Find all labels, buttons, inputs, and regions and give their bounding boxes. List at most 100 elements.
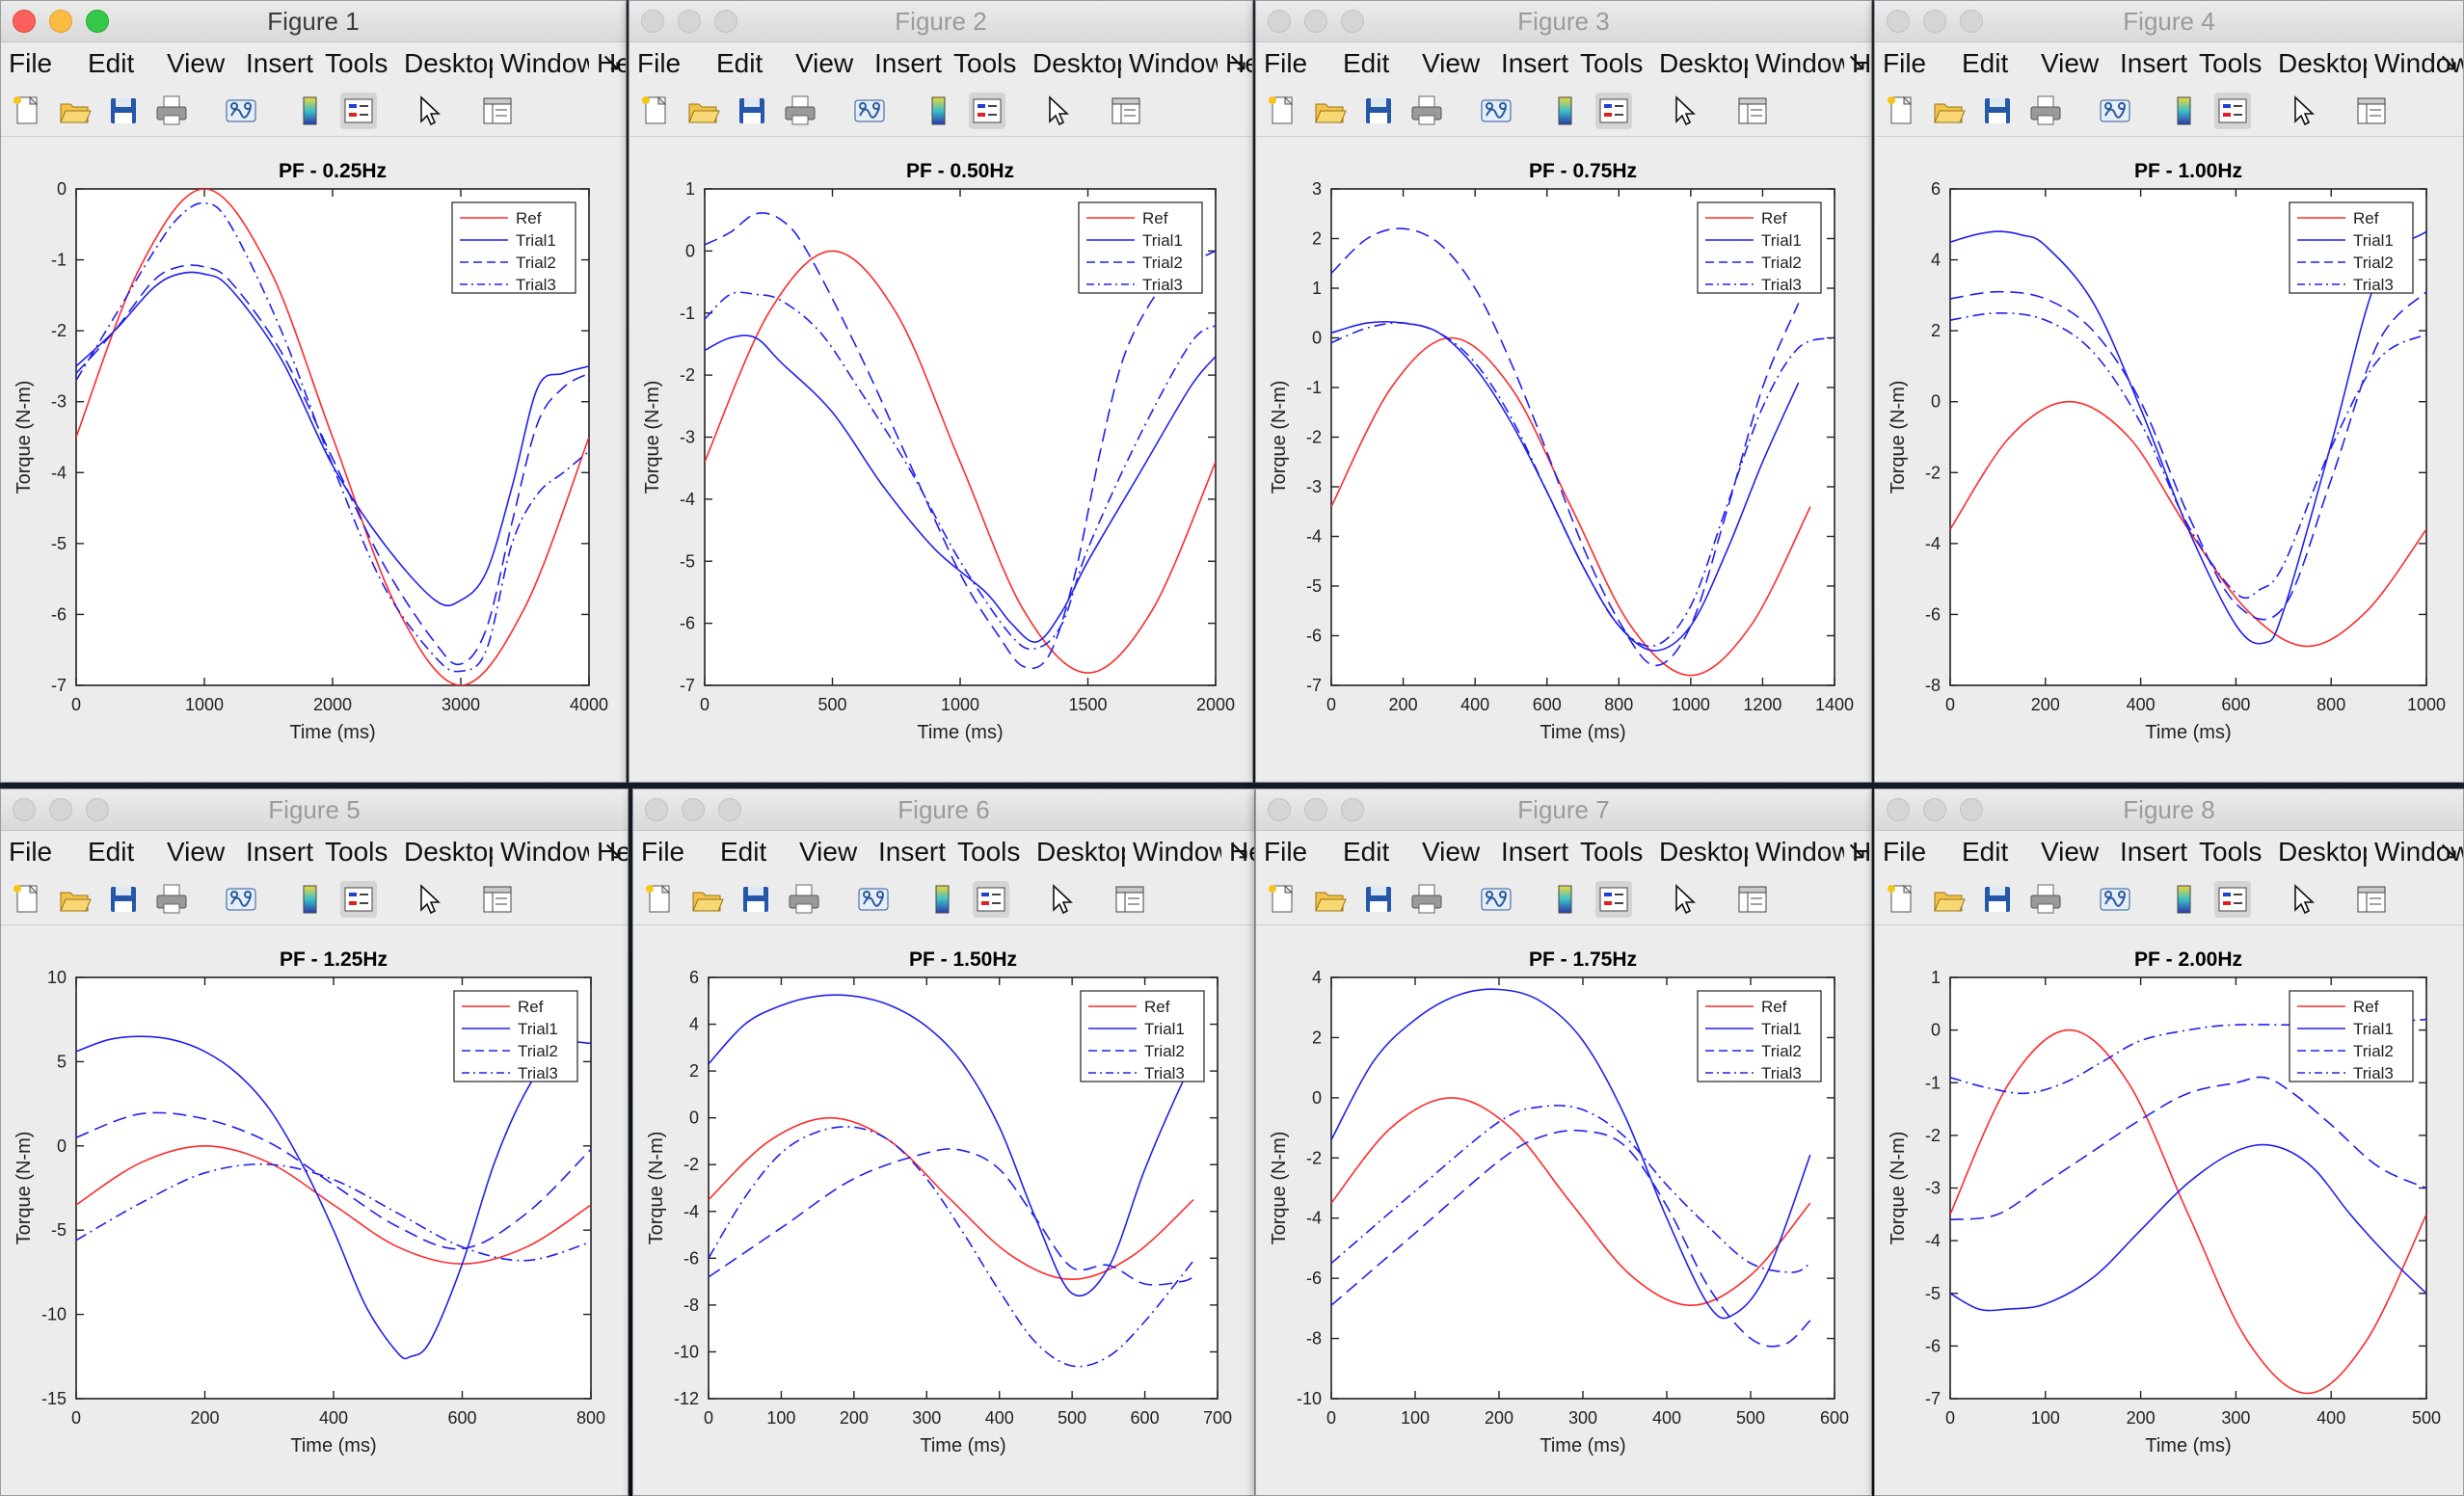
- menu-edit[interactable]: Edit: [716, 48, 763, 78]
- menu-help[interactable]: Help: [1852, 837, 1871, 867]
- menu-tools[interactable]: Tools: [1580, 48, 1644, 78]
- new-figure-icon[interactable]: [637, 93, 674, 129]
- menu-insert[interactable]: Insert: [878, 837, 947, 867]
- menu-edit[interactable]: Edit: [88, 48, 135, 78]
- property-inspector-icon[interactable]: [2353, 93, 2390, 129]
- menu-overflow-icon[interactable]: ↘: [1846, 836, 1867, 865]
- menu-insert[interactable]: Insert: [246, 837, 314, 867]
- open-file-icon[interactable]: [1931, 93, 1968, 129]
- save-icon[interactable]: [737, 881, 774, 918]
- link-plot-icon[interactable]: [855, 881, 892, 918]
- insert-colorbar-icon[interactable]: [924, 881, 961, 918]
- maximize-window-button[interactable]: [86, 798, 109, 821]
- link-plot-icon[interactable]: [2097, 93, 2133, 129]
- menu-edit[interactable]: Edit: [1962, 48, 2009, 78]
- maximize-window-button[interactable]: [714, 10, 737, 33]
- menu-tools[interactable]: Tools: [957, 837, 1021, 867]
- property-inspector-icon[interactable]: [479, 93, 516, 129]
- menu-window[interactable]: Window: [500, 837, 589, 867]
- menu-overflow-icon[interactable]: ↘: [2438, 836, 2459, 865]
- menu-overflow-icon[interactable]: ↘: [603, 836, 624, 865]
- menu-file[interactable]: File: [9, 837, 53, 867]
- open-file-icon[interactable]: [1312, 93, 1349, 129]
- menu-insert[interactable]: Insert: [1501, 837, 1569, 867]
- menu-edit[interactable]: Edit: [1343, 48, 1390, 78]
- property-inspector-icon[interactable]: [2353, 881, 2390, 918]
- menu-file[interactable]: File: [1264, 48, 1308, 78]
- title-bar[interactable]: Figure 3: [1256, 1, 1871, 42]
- menu-insert[interactable]: Insert: [1501, 48, 1569, 78]
- menu-insert[interactable]: Insert: [2120, 837, 2188, 867]
- menu-tools[interactable]: Tools: [953, 48, 1017, 78]
- insert-legend-icon[interactable]: [340, 881, 377, 918]
- maximize-window-button[interactable]: [1960, 10, 1983, 33]
- menu-edit[interactable]: Edit: [88, 837, 135, 867]
- print-icon[interactable]: [153, 881, 190, 918]
- close-window-button[interactable]: [1887, 798, 1910, 821]
- close-window-button[interactable]: [1268, 798, 1291, 821]
- menu-window[interactable]: Window: [2374, 48, 2463, 78]
- open-file-icon[interactable]: [685, 93, 722, 129]
- link-plot-icon[interactable]: [223, 881, 259, 918]
- menu-window[interactable]: Window: [1755, 48, 1844, 78]
- close-window-button[interactable]: [641, 10, 664, 33]
- insert-colorbar-icon[interactable]: [2166, 93, 2203, 129]
- menu-window[interactable]: Window: [2374, 837, 2463, 867]
- link-plot-icon[interactable]: [1478, 93, 1514, 129]
- new-figure-icon[interactable]: [9, 881, 45, 918]
- plot-area[interactable]: PF - 2.00Hz 0 100 200 300 400 500 -7 -6 -5 -4 -3 -2 -…: [1875, 929, 2463, 1495]
- property-inspector-icon[interactable]: [1111, 881, 1148, 918]
- maximize-window-button[interactable]: [86, 10, 109, 33]
- edit-plot-arrow-icon[interactable]: [1665, 881, 1701, 918]
- insert-legend-icon[interactable]: [2214, 881, 2251, 918]
- insert-legend-icon[interactable]: [973, 881, 1009, 918]
- open-file-icon[interactable]: [57, 93, 94, 129]
- menu-window[interactable]: Window: [1133, 837, 1221, 867]
- plot-area[interactable]: PF - 1.75Hz 0 100 200 300 400 500 600 -10 -8 -6 -4 -…: [1256, 929, 1871, 1495]
- print-icon[interactable]: [1408, 93, 1445, 129]
- edit-plot-arrow-icon[interactable]: [1042, 881, 1079, 918]
- menu-overflow-icon[interactable]: ↘: [1227, 47, 1248, 76]
- title-bar[interactable]: Figure 4: [1875, 1, 2463, 42]
- minimize-window-button[interactable]: [1304, 798, 1327, 821]
- insert-legend-icon[interactable]: [1595, 881, 1632, 918]
- open-file-icon[interactable]: [1931, 881, 1968, 918]
- edit-plot-arrow-icon[interactable]: [410, 93, 446, 129]
- menu-edit[interactable]: Edit: [720, 837, 767, 867]
- open-file-icon[interactable]: [689, 881, 726, 918]
- save-icon[interactable]: [1360, 881, 1397, 918]
- save-icon[interactable]: [734, 93, 770, 129]
- link-plot-icon[interactable]: [1478, 881, 1514, 918]
- print-icon[interactable]: [153, 93, 190, 129]
- title-bar[interactable]: Figure 8: [1875, 789, 2463, 831]
- edit-plot-arrow-icon[interactable]: [1038, 93, 1075, 129]
- minimize-window-button[interactable]: [678, 10, 701, 33]
- property-inspector-icon[interactable]: [1734, 93, 1771, 129]
- new-figure-icon[interactable]: [1264, 93, 1300, 129]
- menu-edit[interactable]: Edit: [1962, 837, 2009, 867]
- menu-tools[interactable]: Tools: [325, 837, 388, 867]
- save-icon[interactable]: [105, 881, 142, 918]
- menu-help[interactable]: Help: [1852, 48, 1871, 78]
- close-window-button[interactable]: [645, 798, 668, 821]
- minimize-window-button[interactable]: [682, 798, 705, 821]
- menu-insert[interactable]: Insert: [874, 48, 943, 78]
- menu-file[interactable]: File: [9, 48, 53, 78]
- insert-colorbar-icon[interactable]: [921, 93, 957, 129]
- save-icon[interactable]: [105, 93, 142, 129]
- title-bar[interactable]: Figure 2: [629, 1, 1252, 42]
- print-icon[interactable]: [786, 881, 822, 918]
- menu-view[interactable]: View: [799, 837, 858, 867]
- menu-view[interactable]: View: [167, 48, 226, 78]
- insert-colorbar-icon[interactable]: [1547, 93, 1584, 129]
- save-icon[interactable]: [1979, 93, 2016, 129]
- menu-tools[interactable]: Tools: [2199, 837, 2263, 867]
- edit-plot-arrow-icon[interactable]: [1665, 93, 1701, 129]
- minimize-window-button[interactable]: [49, 10, 72, 33]
- menu-desktop[interactable]: Desktop: [404, 48, 493, 78]
- close-window-button[interactable]: [1268, 10, 1291, 33]
- save-icon[interactable]: [1979, 881, 2016, 918]
- menu-desktop[interactable]: Desktop: [1659, 837, 1748, 867]
- menu-insert[interactable]: Insert: [2120, 48, 2188, 78]
- close-window-button[interactable]: [13, 798, 36, 821]
